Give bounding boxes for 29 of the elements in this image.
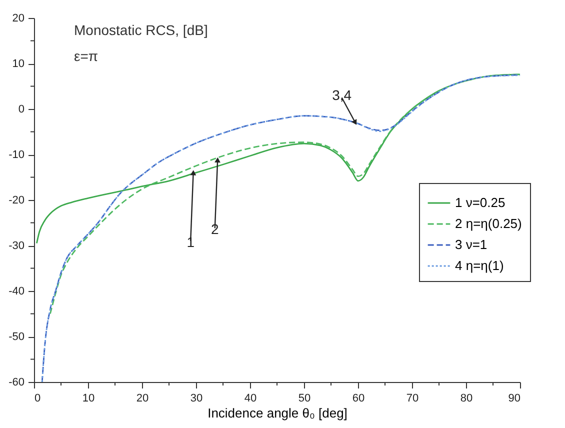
x-tick-label: 20 — [136, 392, 149, 404]
x-tick-label: 10 — [82, 392, 95, 404]
x-tick-label: 30 — [190, 392, 203, 404]
legend-label: 3 ν=1 — [455, 237, 488, 252]
annotation: ε=π — [74, 48, 98, 64]
y-tick-label: 10 — [12, 58, 24, 70]
y-tick-label: -50 — [8, 331, 24, 343]
y-tick-label: -40 — [8, 286, 24, 298]
x-tick-label: 90 — [508, 392, 520, 404]
annotation: Monostatic RCS, [dB] — [74, 22, 208, 38]
annotation: 3,4 — [332, 86, 352, 103]
legend-label: 1 ν=0.25 — [455, 195, 506, 210]
line-series — [50, 74, 521, 314]
y-tick-label: -20 — [8, 194, 24, 206]
x-tick-label: 80 — [460, 392, 473, 404]
annotation: 2 — [211, 221, 219, 238]
y-tick-label: 0 — [18, 104, 24, 116]
x-axis-title: Incidence angle θ₀ [deg] — [208, 406, 348, 420]
x-tick-label: 50 — [298, 392, 311, 404]
x-tick-label: 0 — [34, 392, 41, 404]
x-tick-label: 60 — [352, 392, 365, 404]
x-tick-label: 40 — [244, 392, 257, 404]
y-tick-label: -60 — [8, 376, 24, 388]
y-tick-label: 20 — [12, 12, 24, 24]
x-tick-label: 70 — [406, 392, 419, 404]
legend-label: 4 η=η(1) — [455, 258, 504, 273]
y-tick-label: -30 — [8, 240, 24, 252]
legend-label: 2 η=η(0.25) — [455, 216, 522, 231]
y-tick-label: -10 — [8, 149, 24, 161]
